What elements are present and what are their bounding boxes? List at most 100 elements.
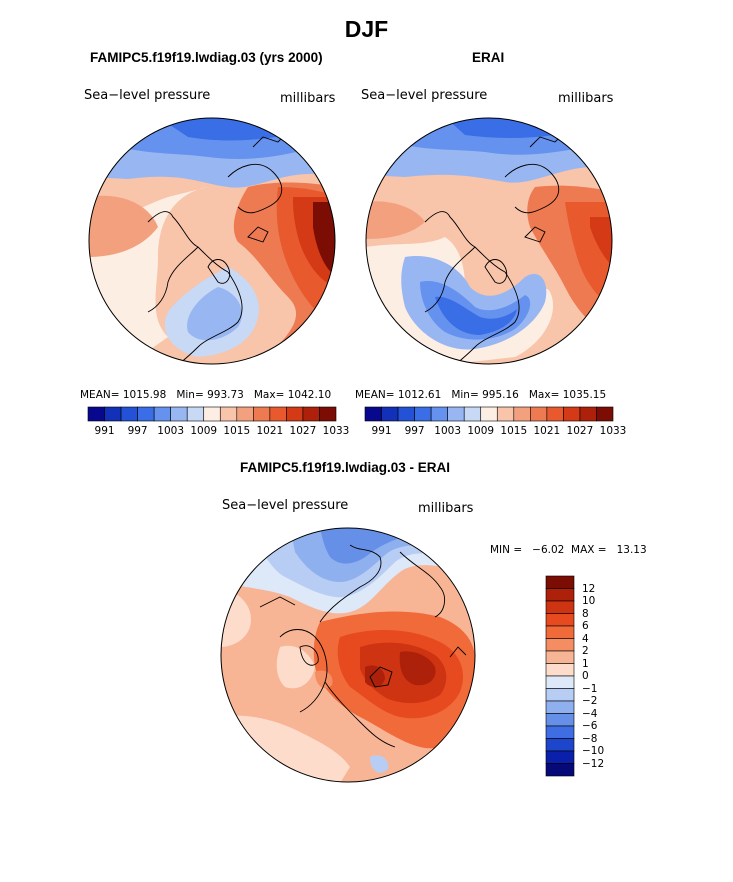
colorbar-swatch <box>545 588 575 602</box>
colorbar-tick-label: 1009 <box>190 425 218 437</box>
diff-colorbar-ticks: 12 10 8 6 4 2 1 0 −1 −2 −4 −6 −8 −10 −12 <box>580 576 620 776</box>
obs-units-label: millibars <box>558 91 614 106</box>
colorbar-tick-label: 2 <box>582 645 589 657</box>
colorbar-tick-label: 1015 <box>223 425 251 437</box>
colorbar-swatch <box>545 650 575 664</box>
colorbar-swatch <box>546 406 564 422</box>
colorbar-swatch <box>381 406 399 422</box>
diff-stats: MIN = −6.02 MAX = 13.13 <box>490 544 647 556</box>
colorbar-tick-label: 1027 <box>289 425 317 437</box>
colorbar-tick-label: −4 <box>582 707 598 720</box>
model-colorbar-ticks: 991 997 1003 1009 1015 1021 1027 1033 <box>88 425 350 439</box>
model-mean-label: MEAN= <box>80 389 120 401</box>
colorbar-swatch <box>364 406 382 422</box>
colorbar-tick-label: −10 <box>582 745 605 757</box>
colorbar-swatch <box>563 406 581 422</box>
colorbar-swatch <box>269 406 287 422</box>
colorbar-swatch <box>186 406 205 422</box>
main-title: DJF <box>344 16 389 42</box>
colorbar-tick-label: −6 <box>582 720 598 732</box>
colorbar-swatch <box>120 406 138 422</box>
colorbar-swatch <box>579 406 597 422</box>
colorbar-swatch <box>596 406 614 422</box>
obs-colorbar-ticks: 991 997 1003 1009 1015 1021 1027 1033 <box>365 425 627 439</box>
colorbar-tick-label: 991 <box>94 425 115 437</box>
colorbar-tick-label: 997 <box>127 425 148 437</box>
colorbar-swatch <box>545 638 575 652</box>
colorbar-swatch <box>302 406 320 422</box>
model-panel-title: FAMIPC5.f19f19.lwdiag.03 (yrs 2000) <box>90 50 323 65</box>
model-min-value: 993.73 <box>207 389 244 401</box>
colorbar-swatch <box>545 688 575 702</box>
colorbar-tick-label: 0 <box>582 670 589 682</box>
colorbar-swatch <box>480 406 498 422</box>
obs-stats: MEAN= 1012.61 Min= 995.16 Max= 1035.15 <box>355 389 606 401</box>
colorbar-tick-label: −12 <box>582 757 605 770</box>
colorbar-swatch <box>104 406 122 422</box>
colorbar-swatch <box>545 600 575 614</box>
colorbar-swatch <box>397 406 415 422</box>
colorbar-swatch <box>545 763 575 777</box>
obs-min-value: 995.16 <box>482 389 519 401</box>
model-mean-value: 1015.98 <box>122 389 167 401</box>
colorbar-swatch <box>430 406 448 422</box>
model-units-label: millibars <box>280 91 336 106</box>
colorbar-swatch <box>545 713 575 727</box>
colorbar-swatch <box>87 406 105 422</box>
obs-map <box>365 117 613 365</box>
diff-units-label: millibars <box>418 501 474 516</box>
diff-panel-title: FAMIPC5.f19f19.lwdiag.03 - ERAI <box>240 460 451 475</box>
colorbar-swatch <box>153 406 171 422</box>
colorbar-tick-label: 12 <box>582 582 596 595</box>
obs-max-label: Max= <box>528 389 560 401</box>
colorbar-swatch <box>545 700 575 714</box>
colorbar-swatch <box>236 406 254 422</box>
diff-coastlines <box>259 544 467 748</box>
model-colorbar <box>87 406 337 422</box>
colorbar-tick-label: 10 <box>582 595 596 607</box>
obs-variable-label: Sea−level pressure <box>361 88 488 103</box>
obs-max-value: 1035.15 <box>562 389 607 401</box>
colorbar-swatch <box>545 613 575 627</box>
diff-variable-label: Sea−level pressure <box>222 498 349 513</box>
colorbar-swatch <box>545 738 575 752</box>
colorbar-tick-label: 6 <box>582 620 589 632</box>
colorbar-swatch <box>545 575 575 589</box>
colorbar-tick-label: 991 <box>371 425 392 437</box>
obs-mean-label: MEAN= <box>355 389 395 401</box>
obs-mean-value: 1012.61 <box>397 389 442 401</box>
diff-contour-field <box>221 528 475 782</box>
colorbar-swatch <box>545 625 575 639</box>
colorbar-tick-label: 1021 <box>256 425 284 437</box>
obs-panel-title: ERAI <box>472 50 505 65</box>
colorbar-swatch <box>319 406 337 422</box>
colorbar-swatch <box>463 406 482 422</box>
colorbar-swatch <box>513 406 531 422</box>
model-max-value: 1042.10 <box>287 389 332 401</box>
colorbar-swatch <box>137 406 155 422</box>
model-map <box>88 117 336 365</box>
colorbar-tick-label: 1027 <box>566 425 594 437</box>
colorbar-swatch <box>219 406 238 422</box>
colorbar-swatch <box>253 406 271 422</box>
colorbar-tick-label: 1 <box>582 657 589 670</box>
obs-colorbar <box>364 406 614 422</box>
colorbar-swatch <box>414 406 432 422</box>
colorbar-tick-label: −1 <box>582 682 598 695</box>
colorbar-swatch <box>447 406 465 422</box>
model-max-label: Max= <box>253 389 285 401</box>
obs-coastlines <box>424 131 566 364</box>
diff-map <box>220 527 476 783</box>
colorbar-tick-label: 1003 <box>434 425 462 437</box>
colorbar-swatch <box>496 406 515 422</box>
model-min-label: Min= <box>176 389 204 401</box>
colorbar-tick-label: 1015 <box>500 425 528 437</box>
colorbar-tick-label: −8 <box>582 732 598 745</box>
colorbar-tick-label: 1003 <box>157 425 185 437</box>
colorbar-tick-label: −2 <box>582 695 598 707</box>
diff-colorbar <box>545 575 575 777</box>
colorbar-swatch <box>530 406 548 422</box>
colorbar-swatch <box>545 663 575 677</box>
colorbar-tick-label: 997 <box>404 425 425 437</box>
colorbar-swatch <box>170 406 188 422</box>
